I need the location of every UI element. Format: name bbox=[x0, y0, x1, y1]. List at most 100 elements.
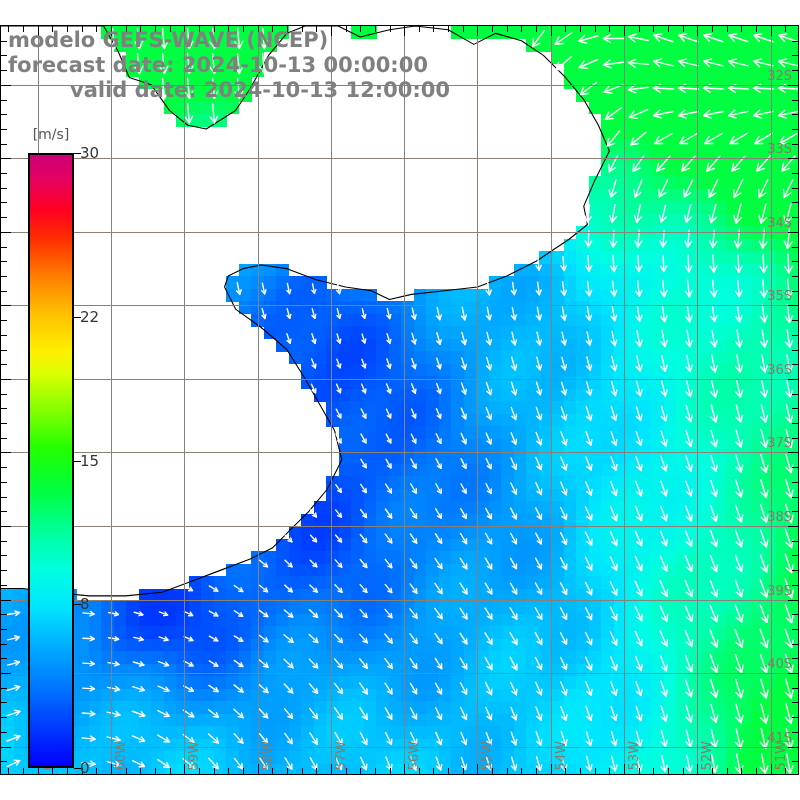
tick-top bbox=[155, 26, 156, 32]
tick-top bbox=[404, 26, 405, 36]
tick-left bbox=[1, 408, 7, 409]
tick-right bbox=[792, 173, 798, 174]
tick-right bbox=[792, 541, 798, 542]
tick-right bbox=[792, 188, 798, 189]
tick-top bbox=[595, 26, 596, 32]
tick-bottom bbox=[741, 768, 742, 774]
tick-left bbox=[1, 747, 11, 748]
tick-top bbox=[433, 26, 434, 32]
tick-bottom bbox=[272, 768, 273, 774]
lat-label-36S: 36S bbox=[767, 362, 792, 378]
tick-top bbox=[170, 26, 171, 32]
lon-label-59W: 59W bbox=[187, 740, 203, 770]
tick-left bbox=[1, 438, 7, 439]
tick-bottom bbox=[683, 768, 684, 774]
tick-top bbox=[331, 26, 332, 36]
tick-top bbox=[52, 26, 53, 32]
tick-bottom bbox=[302, 768, 303, 774]
tick-bottom bbox=[67, 768, 68, 774]
tick-top bbox=[477, 26, 478, 36]
tick-top bbox=[624, 26, 625, 36]
tick-top bbox=[287, 26, 288, 32]
tick-bottom bbox=[170, 768, 171, 774]
map-plot-frame[interactable]: 32S33S34S35S36S37S38S39S40S41S61W60W59W5… bbox=[0, 25, 799, 775]
tick-bottom bbox=[23, 768, 24, 774]
tick-right bbox=[788, 158, 798, 159]
tick-left bbox=[1, 673, 11, 674]
tick-bottom bbox=[346, 768, 347, 774]
tick-right bbox=[792, 320, 798, 321]
colorbar-tick-8 bbox=[74, 604, 81, 605]
tick-bottom bbox=[419, 768, 420, 774]
colorbar-tick-22 bbox=[74, 317, 81, 318]
tick-right bbox=[792, 761, 798, 762]
gridline-lon-55W bbox=[477, 26, 478, 774]
tick-left bbox=[1, 291, 7, 292]
tick-top bbox=[683, 26, 684, 32]
tick-left bbox=[1, 217, 7, 218]
tick-left bbox=[1, 423, 7, 424]
tick-left bbox=[1, 100, 7, 101]
tick-bottom bbox=[624, 764, 625, 774]
tick-left bbox=[1, 497, 7, 498]
lat-label-33S: 33S bbox=[767, 142, 792, 158]
tick-bottom bbox=[639, 768, 640, 774]
tick-left bbox=[1, 379, 11, 380]
lon-label-58W: 58W bbox=[260, 740, 276, 770]
tick-left bbox=[1, 452, 11, 453]
tick-top bbox=[258, 26, 259, 36]
tick-left bbox=[1, 202, 7, 203]
tick-right bbox=[788, 452, 798, 453]
tick-right bbox=[788, 673, 798, 674]
tick-bottom bbox=[52, 768, 53, 774]
tick-top bbox=[23, 26, 24, 32]
tick-right bbox=[792, 276, 798, 277]
tick-right bbox=[792, 291, 798, 292]
tick-right bbox=[792, 41, 798, 42]
tick-right bbox=[792, 732, 798, 733]
tick-right bbox=[788, 379, 798, 380]
lon-label-56W: 56W bbox=[407, 740, 423, 770]
gridline-lat-41S bbox=[1, 747, 798, 748]
gridline-lon-58W bbox=[258, 26, 259, 774]
tick-left bbox=[1, 555, 7, 556]
tick-top bbox=[521, 26, 522, 32]
lat-label-39S: 39S bbox=[767, 583, 792, 599]
gridline-lon-59W bbox=[184, 26, 185, 774]
colorbar-legend: [m/s] 30 22 15 8 0 bbox=[28, 127, 99, 777]
tick-top bbox=[375, 26, 376, 32]
tick-top bbox=[316, 26, 317, 32]
tick-top bbox=[697, 26, 698, 36]
tick-bottom bbox=[228, 768, 229, 774]
tick-top bbox=[771, 26, 772, 36]
tick-top bbox=[214, 26, 215, 32]
lon-label-57W: 57W bbox=[333, 740, 349, 770]
gridline-lat-34S bbox=[1, 232, 798, 233]
tick-top bbox=[609, 26, 610, 32]
tick-bottom bbox=[360, 768, 361, 774]
tick-top bbox=[712, 26, 713, 32]
tick-top bbox=[199, 26, 200, 32]
forecast-date-title: forecast date: 2024-10-13 00:00:00 bbox=[8, 53, 428, 77]
tick-right bbox=[792, 570, 798, 571]
tick-bottom bbox=[184, 764, 185, 774]
lat-label-35S: 35S bbox=[767, 289, 792, 305]
colorbar-label-30: 30 bbox=[80, 144, 100, 162]
tick-right bbox=[792, 202, 798, 203]
tick-left bbox=[1, 129, 7, 130]
tick-right bbox=[792, 129, 798, 130]
tick-top bbox=[126, 26, 127, 32]
tick-bottom bbox=[771, 764, 772, 774]
tick-left bbox=[1, 364, 7, 365]
tick-left bbox=[1, 482, 7, 483]
tick-bottom bbox=[448, 768, 449, 774]
tick-bottom bbox=[712, 768, 713, 774]
tick-left bbox=[1, 394, 7, 395]
tick-top bbox=[67, 26, 68, 32]
tick-bottom bbox=[82, 768, 83, 774]
tick-bottom bbox=[126, 768, 127, 774]
tick-bottom bbox=[243, 768, 244, 774]
tick-top bbox=[390, 26, 391, 32]
tick-bottom bbox=[390, 768, 391, 774]
tick-right bbox=[788, 85, 798, 86]
